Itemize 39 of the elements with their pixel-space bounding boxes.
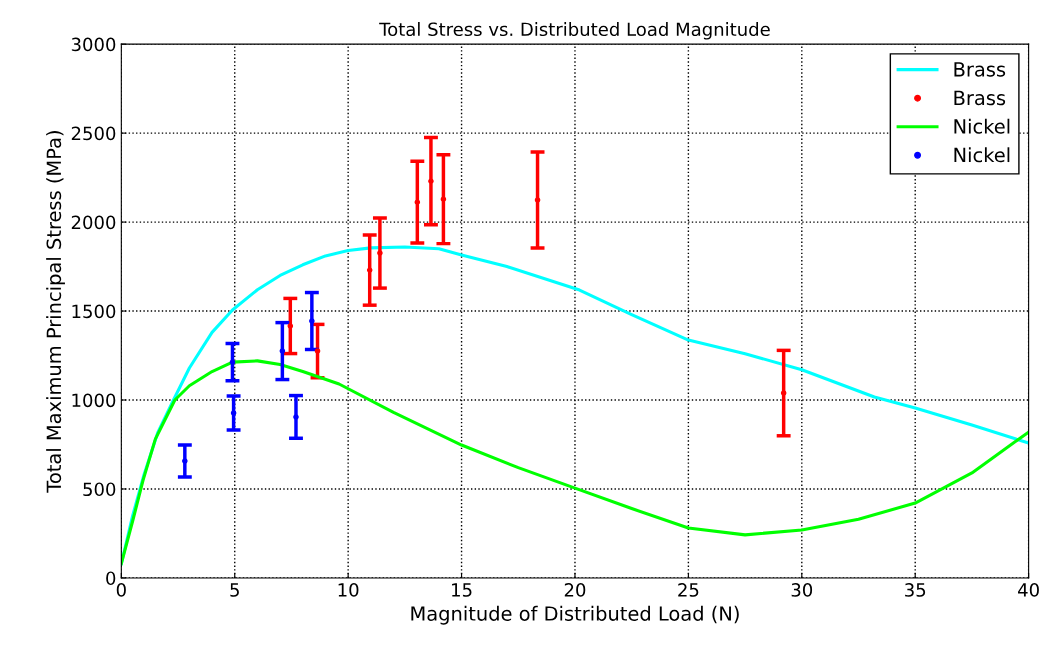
chart-title: Total Stress vs. Distributed Load Magnitude [379, 22, 770, 40]
point [287, 323, 294, 329]
x-tick-label: 40 [1018, 583, 1039, 597]
point [230, 410, 237, 416]
legend-label: Brass [954, 62, 1006, 77]
point [182, 458, 188, 464]
x-tick-label: 10 [338, 583, 359, 597]
point [414, 199, 421, 205]
point [314, 348, 321, 354]
y-tick-label: 500 [83, 482, 116, 497]
y-axis-title: Total Maximum Principal Stress (MPa) [46, 131, 65, 493]
point [534, 197, 541, 203]
y-tick-label: 1500 [72, 304, 116, 319]
point [366, 267, 373, 273]
y-tick-label: 0 [106, 571, 116, 586]
point [428, 178, 434, 184]
y-tick-label: 1000 [72, 393, 116, 408]
point [309, 318, 315, 324]
y-tick-label: 2000 [71, 215, 116, 230]
line-series [121, 359, 1029, 566]
legend-label: Nickel [954, 118, 1010, 134]
x-tick-label: 20 [564, 583, 586, 597]
x-tick-label: 25 [678, 583, 699, 597]
x-tick-label: 30 [791, 583, 813, 597]
x-axis-title: Magnitude of Distributed Load (N) [411, 605, 739, 625]
legend-label: Brass [954, 90, 1006, 106]
x-tick-label: 35 [905, 583, 926, 597]
x-tick-label: 5 [230, 583, 239, 597]
point [377, 250, 383, 256]
legend-label: Nickel [954, 147, 1010, 163]
y-tick-label: 3000 [71, 37, 116, 52]
x-tick-label: 15 [452, 583, 472, 597]
point [279, 348, 286, 354]
y-tick-label: 2500 [71, 126, 116, 141]
point [440, 196, 447, 202]
x-tick-label: 0 [116, 583, 126, 597]
point [780, 390, 787, 396]
point [229, 359, 236, 365]
point [293, 414, 299, 420]
